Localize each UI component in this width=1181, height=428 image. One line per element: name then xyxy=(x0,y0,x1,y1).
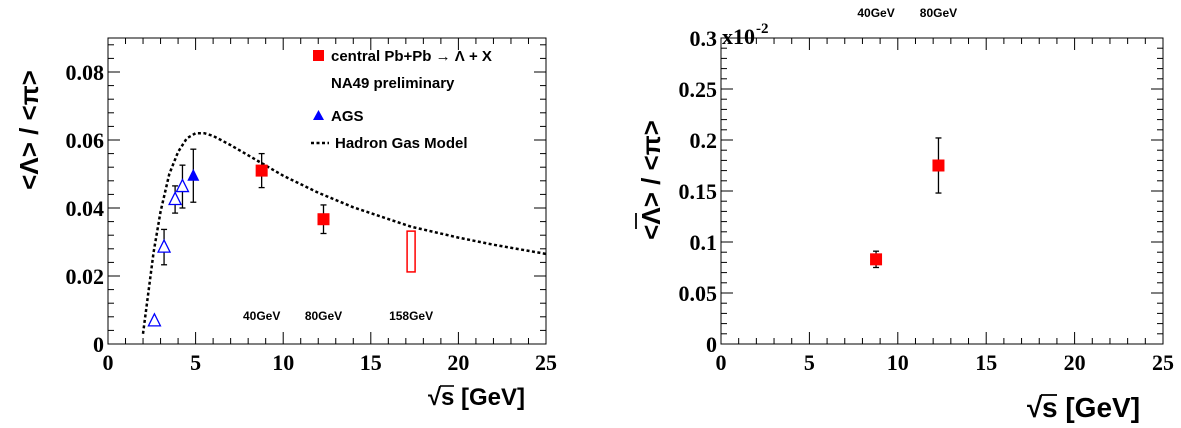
y-tick-label: 0.02 xyxy=(66,264,105,289)
right-energy-labels: 40GeV 80GeV xyxy=(857,6,957,20)
y-tick-label: 0.3 xyxy=(690,26,718,51)
energy-label: 40GeV xyxy=(857,6,894,20)
data-point-open-triangle xyxy=(175,178,190,193)
y-tick-label: 0.1 xyxy=(690,230,718,255)
x-tick-label: 25 xyxy=(1152,350,1174,375)
legend-label-na49-sub: NA49 preliminary xyxy=(331,75,455,92)
data-point-triangle xyxy=(187,168,200,181)
x-axis-title-text: s [GeV] xyxy=(1042,392,1140,423)
energy-label: 158GeV xyxy=(389,309,433,323)
left-y-tick-labels: 0 0.02 0.04 0.06 0.08 xyxy=(66,60,105,357)
hadron-gas-model-curve-layer xyxy=(141,131,547,334)
x-tick-label: 10 xyxy=(887,350,909,375)
legend-label-ags: AGS xyxy=(331,108,364,125)
systematic-box-158gev xyxy=(406,230,416,273)
x-tick-label: 20 xyxy=(447,350,469,375)
legend-label-na49: central Pb+Pb → Λ + X xyxy=(331,48,492,65)
y-axis-title-text: <Λ> / <π> xyxy=(636,120,666,240)
y-scale-mantissa: x10 xyxy=(722,24,755,49)
x-tick-label: 15 xyxy=(360,350,382,375)
y-tick-label: 0.15 xyxy=(679,179,718,204)
data-point-open-triangle xyxy=(157,238,172,253)
y-axis-title-prefix: < xyxy=(636,225,666,240)
sqrt-symbol: √ xyxy=(1027,392,1043,423)
data-point-square xyxy=(317,213,330,226)
right-y-tick-labels: 0 0.05 0.1 0.15 0.2 0.25 0.3 xyxy=(679,26,718,357)
legend-label-hgm: Hadron Gas Model xyxy=(335,135,468,152)
x-tick-label: 10 xyxy=(272,350,294,375)
x-tick-label: 0 xyxy=(103,350,114,375)
x-tick-label: 5 xyxy=(190,350,201,375)
right-data-marks xyxy=(870,137,945,269)
left-data-marks xyxy=(147,148,416,327)
y-tick-label: 0.2 xyxy=(690,128,718,153)
y-scale-factor: x10 -2 xyxy=(722,21,769,49)
energy-label: 80GeV xyxy=(305,309,342,323)
data-point-square xyxy=(932,159,945,172)
y-tick-label: 0.25 xyxy=(679,77,718,102)
right-chart: 0 5 10 15 20 25 0 0.05 0.1 0.15 0.2 0.25… xyxy=(635,6,1175,423)
y-tick-label: 0.05 xyxy=(679,281,718,306)
left-x-axis-title: √ s [GeV] xyxy=(428,384,525,411)
energy-label: 80GeV xyxy=(920,6,957,20)
left-y-axis-title: <Λ> / <π> xyxy=(14,70,44,190)
y-tick-label: 0 xyxy=(93,332,104,357)
y-tick-label: 0.08 xyxy=(66,60,105,85)
x-tick-label: 15 xyxy=(975,350,997,375)
left-chart: 0 5 10 15 20 25 0 0.02 0.04 0.06 0.08 40… xyxy=(14,37,558,411)
x-tick-label: 20 xyxy=(1064,350,1086,375)
energy-label: 40GeV xyxy=(243,309,280,323)
left-x-tick-labels: 0 5 10 15 20 25 xyxy=(103,350,558,375)
data-point-open-triangle xyxy=(147,312,162,327)
left-plot-frame xyxy=(107,37,547,345)
left-legend: central Pb+Pb → Λ + X NA49 preliminary A… xyxy=(311,48,492,152)
hadron-gas-model-curve xyxy=(141,131,547,334)
y-axis-title-lambda: Λ xyxy=(636,207,666,225)
right-x-axis-title: √ s [GeV] xyxy=(1027,392,1140,423)
legend-marker-ags xyxy=(313,110,324,120)
sqrt-symbol: √ xyxy=(428,384,442,411)
y-scale-exponent: -2 xyxy=(756,21,769,37)
x-tick-label: 5 xyxy=(804,350,815,375)
y-tick-label: 0 xyxy=(706,332,717,357)
right-y-axis-title: <Λ> / <π> xyxy=(635,120,666,240)
right-plot-frame xyxy=(720,37,1164,345)
y-axis-title-suffix: > / <π> xyxy=(636,120,666,207)
x-tick-label: 25 xyxy=(535,350,557,375)
left-axis-ticks xyxy=(107,38,547,345)
x-tick-label: 0 xyxy=(716,350,727,375)
data-point-square xyxy=(255,164,268,177)
data-point-square xyxy=(870,253,883,266)
right-x-tick-labels: 0 5 10 15 20 25 xyxy=(716,350,1175,375)
left-energy-labels: 40GeV 80GeV 158GeV xyxy=(243,309,433,323)
y-tick-label: 0.04 xyxy=(66,196,105,221)
right-axis-ticks xyxy=(720,37,1164,345)
legend-marker-na49 xyxy=(313,50,324,61)
x-axis-title-text: s [GeV] xyxy=(441,384,525,411)
data-point-open-triangle xyxy=(168,191,183,206)
y-tick-label: 0.06 xyxy=(66,128,105,153)
